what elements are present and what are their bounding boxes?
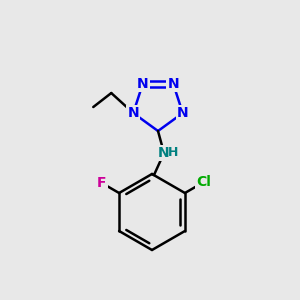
Text: N: N xyxy=(158,146,170,160)
Text: N: N xyxy=(167,77,179,91)
Text: N: N xyxy=(137,77,148,91)
Text: Cl: Cl xyxy=(196,175,211,189)
Text: F: F xyxy=(97,176,106,190)
Text: H: H xyxy=(168,146,178,160)
Text: N: N xyxy=(128,106,139,120)
Text: N: N xyxy=(177,106,188,120)
